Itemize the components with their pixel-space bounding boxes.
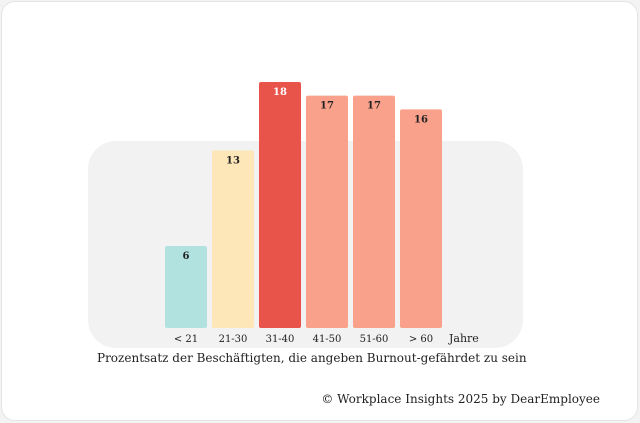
bar-3 — [259, 82, 301, 328]
bar-value-label: 17 — [367, 101, 381, 112]
bar-value-label: 13 — [226, 155, 240, 166]
x-tick-label: > 60 — [409, 334, 433, 345]
bar-value-label: 18 — [273, 87, 287, 98]
x-tick-label: 51-60 — [360, 334, 389, 345]
bar-2 — [212, 150, 254, 328]
bar-5 — [353, 95, 395, 329]
chart-panel-background — [88, 141, 523, 348]
x-tick-label: < 21 — [174, 334, 198, 345]
bar-value-label: 17 — [320, 101, 334, 112]
x-tick-label: 31-40 — [266, 334, 295, 345]
bar-value-label: 16 — [414, 114, 428, 125]
copyright-credit: © Workplace Insights 2025 by DearEmploye… — [321, 392, 600, 406]
bar-4 — [306, 95, 348, 329]
x-axis-unit-label: Jahre — [448, 332, 479, 345]
bar-value-label: 6 — [183, 251, 190, 262]
x-tick-label: 41-50 — [313, 334, 342, 345]
bar-1 — [165, 246, 207, 328]
chart-caption: Prozentsatz der Beschäftigten, die angeb… — [97, 351, 527, 365]
bar-6 — [400, 109, 442, 328]
x-tick-label: 21-30 — [219, 334, 248, 345]
